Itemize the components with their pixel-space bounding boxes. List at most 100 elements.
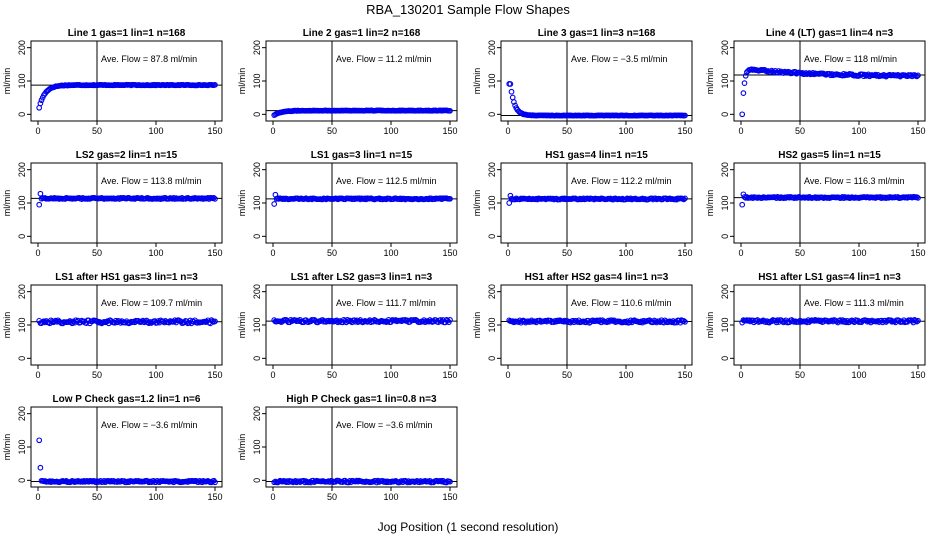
data-point	[746, 317, 753, 324]
data-points	[36, 317, 218, 327]
plot-frame	[265, 284, 458, 366]
data-points	[36, 81, 218, 111]
data-points	[739, 317, 921, 326]
data-point	[212, 82, 218, 88]
x-tick-label: 0	[35, 370, 40, 380]
y-tick-label: 200	[17, 162, 27, 177]
x-tick-label: 100	[618, 370, 633, 380]
y-tick-label: 200	[487, 40, 497, 55]
y-tick-label: 0	[252, 356, 262, 361]
panel-8: HS2 gas=5 lin=1 n=15 0 50 100 150 0 100 200 ml/m…	[705, 150, 926, 258]
x-tick-label: 100	[383, 248, 398, 258]
y-tick-label: 0	[17, 478, 27, 483]
data-point	[210, 195, 217, 201]
x-tick-label: 50	[92, 126, 102, 136]
data-point	[212, 196, 218, 202]
x-tick-label: 50	[562, 126, 572, 136]
data-point	[915, 317, 921, 324]
y-tick-label: 100	[17, 195, 27, 210]
x-tick-label: 50	[795, 248, 805, 258]
y-tick-label: 0	[720, 112, 730, 117]
data-point	[507, 81, 514, 87]
data-point	[912, 317, 919, 324]
panel-3: Line 3 gas=1 lin=3 n=168 0 50 100 150 0 100 200…	[472, 28, 693, 136]
data-point	[212, 479, 218, 486]
x-tick-label: 0	[505, 248, 510, 258]
panel-2: Line 2 gas=1 lin=2 n=168 0 50 100 150 0 100 200…	[237, 28, 458, 136]
y-tick-label: 100	[720, 317, 730, 332]
x-tick-label: 150	[677, 248, 692, 258]
data-points	[36, 437, 218, 486]
x-tick-label: 100	[851, 126, 866, 136]
panel-title: LS1 gas=3 lin=1 n=15	[311, 150, 413, 161]
data-points	[739, 66, 921, 118]
data-point	[447, 107, 453, 114]
x-tick-label: 50	[327, 370, 337, 380]
x-tick-label: 0	[270, 492, 275, 502]
data-point	[742, 72, 749, 79]
x-tick-label: 50	[562, 370, 572, 380]
data-point	[508, 88, 515, 95]
x-tick-label: 50	[327, 126, 337, 136]
y-axis-label: ml/min	[2, 312, 12, 339]
x-tick-label: 150	[207, 370, 222, 380]
average-flow-annotation: Ave. Flow = −3.5 ml/min	[571, 54, 667, 64]
y-tick-label: 100	[252, 317, 262, 332]
average-flow-annotation: Ave. Flow = 118 ml/min	[804, 54, 897, 64]
average-flow-annotation: Ave. Flow = 111.7 ml/min	[336, 298, 436, 308]
x-tick-label: 0	[35, 126, 40, 136]
data-points	[271, 477, 453, 486]
x-tick-label: 0	[270, 248, 275, 258]
y-tick-label: 200	[17, 406, 27, 421]
plot-frame	[265, 162, 458, 244]
y-tick-label: 200	[487, 162, 497, 177]
data-point	[741, 80, 748, 86]
y-tick-label: 0	[17, 356, 27, 361]
x-tick-label: 50	[92, 248, 102, 258]
average-flow-annotation: Ave. Flow = −3.6 ml/min	[336, 420, 432, 430]
data-point	[509, 94, 516, 101]
data-point	[623, 319, 629, 326]
data-points	[271, 191, 453, 207]
panel-1: Line 1 gas=1 lin=1 n=168 0 50 100 150 0 100 200…	[2, 28, 223, 136]
y-tick-label: 0	[252, 112, 262, 117]
panel-title: Line 2 gas=1 lin=2 n=168	[303, 28, 421, 39]
y-tick-label: 100	[252, 439, 262, 454]
data-point	[344, 317, 351, 323]
average-flow-annotation: Ave. Flow = −3.6 ml/min	[101, 420, 197, 430]
x-tick-label: 150	[442, 126, 457, 136]
x-tick-label: 150	[207, 492, 222, 502]
data-point	[915, 195, 921, 201]
x-tick-label: 0	[270, 370, 275, 380]
data-point	[863, 317, 869, 324]
x-tick-label: 50	[92, 370, 102, 380]
x-tick-label: 0	[505, 126, 510, 136]
x-tick-label: 100	[851, 248, 866, 258]
data-points	[271, 316, 453, 326]
panel-title: HS1 after LS1 gas=4 lin=1 n=3	[758, 272, 901, 283]
y-tick-label: 0	[252, 234, 262, 239]
data-point	[447, 195, 453, 202]
panel-7: HS1 gas=4 lin=1 n=15 0 50 100 150 0 100 200 ml/m…	[472, 150, 693, 258]
y-axis-label: ml/min	[2, 434, 12, 461]
y-tick-label: 100	[720, 195, 730, 210]
y-tick-label: 0	[487, 234, 497, 239]
x-tick-label: 100	[148, 492, 163, 502]
data-point	[511, 99, 517, 105]
plot-frame	[500, 162, 693, 244]
y-tick-label: 200	[487, 284, 497, 299]
y-axis-label: ml/min	[2, 190, 12, 217]
y-tick-label: 100	[487, 317, 497, 332]
x-tick-label: 100	[148, 370, 163, 380]
x-tick-label: 150	[442, 248, 457, 258]
y-tick-label: 0	[720, 356, 730, 361]
x-tick-label: 0	[738, 126, 743, 136]
x-tick-label: 100	[148, 248, 163, 258]
panel-title: LS1 after LS2 gas=3 lin=1 n=3	[291, 272, 433, 283]
y-tick-label: 100	[252, 195, 262, 210]
average-flow-annotation: Ave. Flow = 116.3 ml/min	[804, 176, 904, 186]
data-point	[680, 196, 687, 203]
panel-12: HS1 after LS1 gas=4 lin=1 n=3 0 50 100 150 0 1…	[705, 272, 926, 380]
panel-title: HS1 after HS2 gas=4 lin=1 n=3	[525, 272, 669, 283]
y-axis-label: ml/min	[237, 68, 247, 95]
